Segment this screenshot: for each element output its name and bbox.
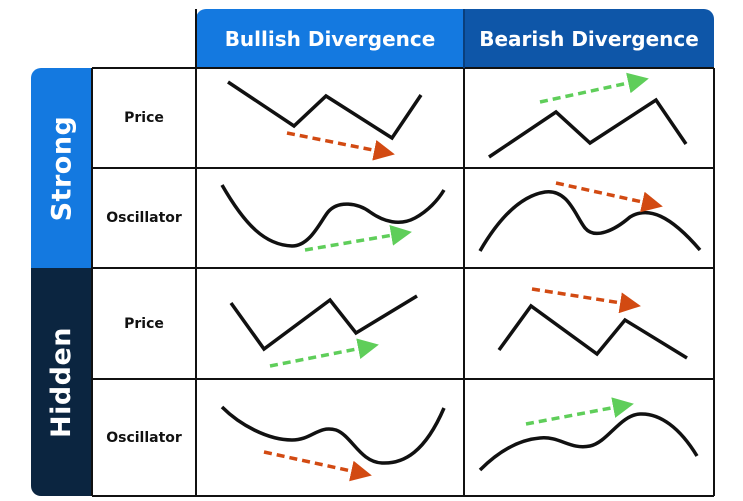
- bearish-arrow: [531, 287, 641, 314]
- cell-strong-oscillator-bearish: [478, 181, 702, 252]
- bullish-arrow: [269, 338, 379, 368]
- group-strong: Strong: [31, 68, 92, 268]
- bearish-arrow: [555, 181, 663, 213]
- group-hidden: Hidden: [31, 268, 92, 496]
- oscillator-curve: [220, 184, 446, 248]
- table-border: [91, 9, 715, 497]
- bearish-arrow: [286, 131, 395, 161]
- row-label-hidden-oscillator: Oscillator: [106, 429, 182, 446]
- bullish-arrow: [539, 72, 649, 104]
- cell-strong-oscillator-bullish: [220, 184, 446, 252]
- bearish-arrow: [263, 450, 372, 482]
- oscillator-curve: [220, 405, 446, 465]
- row-label-strong-oscillator: Oscillator: [106, 210, 182, 226]
- cell-hidden-price-bearish: [497, 287, 688, 360]
- bullish-arrow: [304, 224, 412, 252]
- price-line: [488, 97, 688, 159]
- oscillator-curve: [478, 190, 702, 252]
- price-line: [497, 303, 688, 360]
- cell-strong-price-bullish: [227, 80, 423, 161]
- bullish-arrow: [525, 397, 634, 426]
- price-line: [227, 80, 423, 141]
- oscillator-curve: [478, 412, 699, 472]
- row-label-hidden-price: Price: [124, 315, 164, 332]
- header-bearish-label: Bearish Divergence: [479, 26, 699, 51]
- cell-strong-price-bearish: [488, 72, 688, 159]
- cell-hidden-price-bullish: [229, 294, 418, 368]
- header-bullish-divergence: Bullish Divergence: [196, 9, 464, 68]
- cell-hidden-oscillator-bearish: [478, 397, 699, 472]
- row-label-strong-price: Price: [124, 110, 164, 126]
- header-bullish-label: Bullish Divergence: [224, 26, 436, 51]
- cell-hidden-oscillator-bullish: [220, 405, 446, 482]
- price-line: [229, 294, 418, 352]
- header-bearish-divergence: Bearish Divergence: [464, 9, 714, 68]
